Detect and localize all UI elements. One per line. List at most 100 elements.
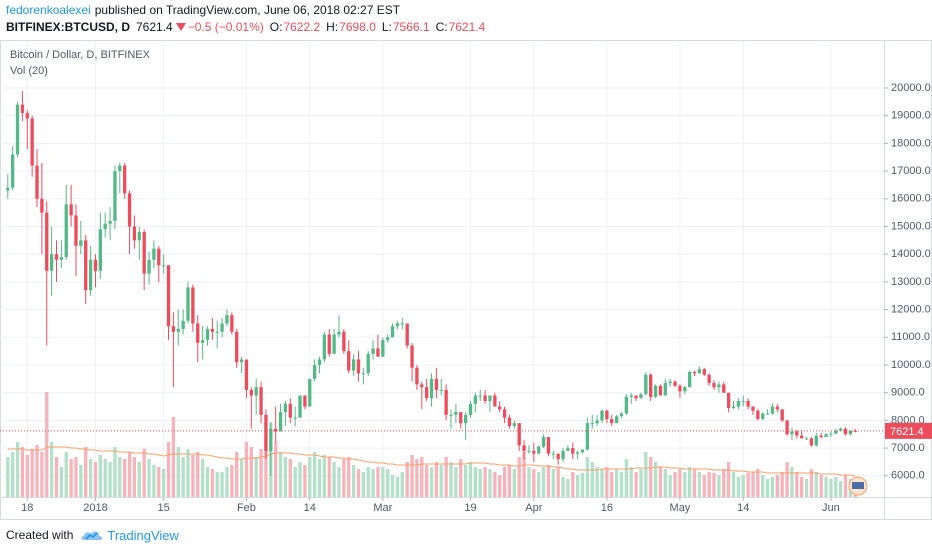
volume-bar [371, 469, 375, 497]
volume-bar [634, 472, 638, 497]
x-tick-label: 14 [304, 502, 316, 514]
candle-body [108, 220, 112, 224]
volume-bar [312, 452, 317, 497]
candle-body [420, 384, 424, 388]
y-tick-label: 12000.0 [891, 304, 931, 316]
volume-bar [176, 447, 180, 497]
candle-body [88, 259, 93, 291]
candle-body [157, 248, 161, 266]
volume-bar [230, 465, 234, 497]
volume-bar [239, 459, 244, 497]
volume-bar [834, 477, 838, 497]
volume-bar [434, 462, 439, 497]
volume-bar [425, 465, 429, 497]
candle-body [605, 410, 609, 420]
last-price-box [885, 422, 932, 439]
candle-body [843, 428, 848, 435]
volume-bar [488, 469, 492, 497]
candle-body [751, 406, 755, 411]
volume-bar [580, 473, 585, 497]
candle-body [410, 345, 414, 368]
volume-bar [746, 473, 750, 497]
volume-bar [726, 462, 731, 497]
y-tick-label: 19000.0 [891, 110, 931, 122]
volume-bar [69, 459, 73, 497]
volume-bar [35, 445, 39, 497]
volume-bar [298, 462, 302, 497]
volume-bar [702, 475, 706, 497]
candle-body [176, 328, 180, 332]
volume-bar [624, 459, 629, 497]
candle-body [293, 417, 297, 419]
candle-body [736, 401, 741, 407]
candle-body [59, 256, 64, 260]
candle-body [25, 112, 29, 119]
volume-bar [571, 472, 575, 497]
candle-body [507, 417, 512, 426]
candle-body [697, 369, 702, 374]
candle-body [69, 204, 73, 216]
volume-bar [274, 442, 278, 497]
volume-bar [108, 462, 112, 497]
candle-body [191, 287, 195, 324]
volume-bar [79, 465, 83, 497]
volume-bar [11, 452, 15, 497]
candle-body [215, 331, 219, 333]
volume-bar [283, 457, 288, 497]
volume-bar [88, 459, 93, 497]
candle-body [463, 414, 468, 424]
author[interactable]: fedorenkoalexei [6, 3, 91, 17]
x-tick-label: 14 [737, 502, 749, 514]
x-tick-label: 18 [21, 502, 33, 514]
candle-body [6, 187, 10, 191]
y-tick-label: 13000.0 [891, 276, 931, 288]
candle-body [834, 430, 838, 434]
volume-bar [838, 481, 843, 497]
volume-bar [166, 442, 171, 497]
volume-bar [361, 472, 365, 497]
volume-bar [147, 459, 151, 497]
candle-body [502, 409, 507, 418]
candle-body [93, 259, 98, 271]
candle-body [692, 371, 697, 374]
volume-bar [20, 447, 25, 497]
volume-bar [478, 469, 482, 497]
volume-bar [376, 467, 380, 497]
volume-bar [6, 457, 10, 497]
volume-bar [225, 467, 229, 497]
candle-body [746, 401, 750, 407]
volume-bar [123, 459, 127, 497]
volume-bar [429, 467, 434, 497]
volume-bar [541, 467, 546, 497]
volume-bar [347, 457, 351, 497]
volume-bar [673, 472, 677, 497]
created-with: Created with [6, 528, 74, 542]
candle-body [483, 395, 487, 402]
volume-label: Vol (20) [10, 65, 48, 77]
volume-bar [137, 462, 141, 497]
candle-body [351, 359, 356, 371]
chart-title: Bitcoin / Dollar, D, BITFINEX [10, 49, 151, 61]
candle-body [425, 387, 429, 399]
candles [0, 91, 884, 476]
volume-bar [639, 469, 643, 497]
candle-body [444, 389, 448, 415]
candle-body [210, 328, 215, 332]
volume-bar [809, 469, 814, 497]
volume-bar [824, 477, 828, 497]
brand-link[interactable]: TradingView [107, 527, 179, 543]
candle-body [123, 165, 127, 194]
volume-bar [527, 467, 531, 497]
candle-body [741, 401, 745, 403]
candle-body [546, 437, 551, 454]
low-label: L: [381, 20, 392, 34]
y-tick-label: 11000.0 [891, 331, 930, 343]
last-price: 7621.4 [136, 20, 173, 34]
volume-bar [614, 469, 619, 497]
volume-bar [449, 462, 453, 497]
candle-body [15, 104, 20, 155]
candle-body [371, 348, 375, 354]
candle-body [585, 423, 590, 450]
volume-bar [731, 472, 736, 497]
volume-bar [756, 469, 760, 497]
